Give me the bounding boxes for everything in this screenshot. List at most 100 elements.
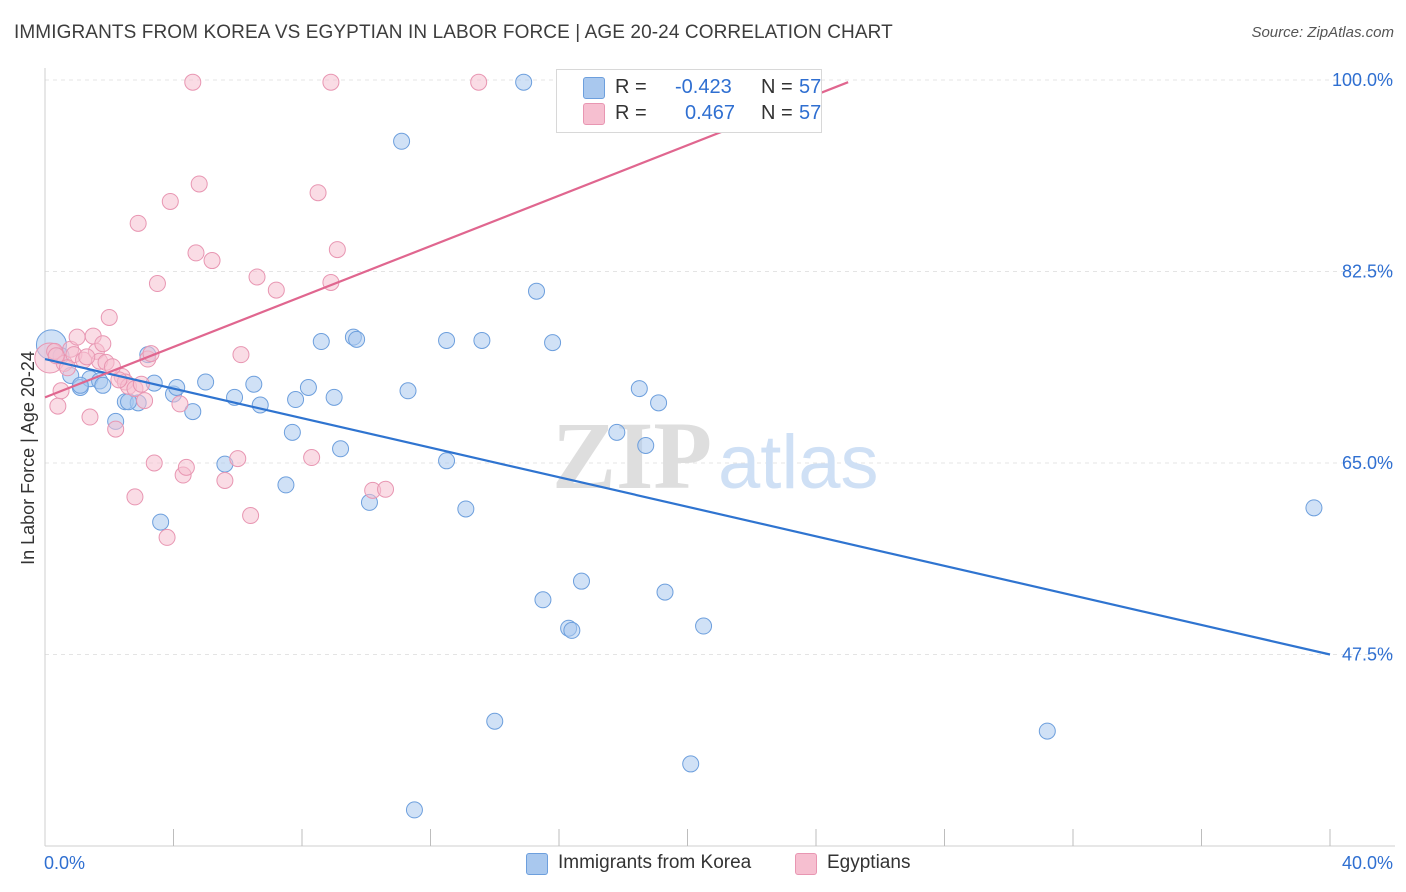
point-korea (572, 572, 590, 590)
point-egyptians (203, 252, 221, 270)
point-egyptians (303, 449, 321, 467)
point-korea (473, 331, 491, 349)
watermark: ZIP atlas (552, 402, 879, 509)
point-egyptians (184, 73, 202, 91)
y-tick-label: 82.5% (1342, 262, 1393, 282)
point-korea (197, 373, 215, 391)
data-points (34, 73, 1323, 819)
point-egyptians (328, 241, 346, 259)
point-egyptians (126, 488, 144, 506)
point-egyptians (242, 507, 260, 525)
legend-n-label: N = (761, 102, 793, 124)
point-korea (405, 801, 423, 819)
point-korea (332, 440, 350, 458)
bottom-legend-label-egyptians: Egyptians (827, 852, 911, 873)
bottom-legend-label-korea: Immigrants from Korea (558, 852, 752, 873)
point-egyptians (267, 281, 285, 299)
point-korea (245, 375, 263, 393)
point-korea (515, 73, 533, 91)
point-egyptians (309, 184, 327, 202)
point-egyptians (78, 348, 96, 366)
point-egyptians (190, 175, 208, 193)
point-egyptians (232, 346, 250, 364)
watermark-zip: ZIP (552, 402, 712, 509)
point-egyptians (68, 328, 86, 346)
correlation-legend: R = -0.423 N = 57 R = 0.467 N = 57 (556, 69, 822, 133)
point-egyptians (248, 268, 266, 286)
trend-line-egyptians (44, 81, 849, 399)
point-korea (287, 391, 305, 409)
chart-title: IMMIGRANTS FROM KOREA VS EGYPTIAN IN LAB… (14, 22, 893, 43)
point-egyptians (470, 73, 488, 91)
point-korea (637, 436, 655, 454)
trend-line-korea (44, 357, 1331, 656)
point-egyptians (148, 275, 166, 293)
point-korea (630, 380, 648, 398)
point-egyptians (94, 335, 112, 353)
point-egyptians (177, 458, 195, 476)
point-egyptians (81, 408, 99, 426)
point-korea (608, 423, 626, 441)
point-korea (438, 331, 456, 349)
point-egyptians (129, 214, 147, 232)
legend-r-label: R = (615, 76, 647, 98)
legend-n-value-korea: 57 (799, 76, 822, 98)
y-tick-label: 65.0% (1342, 453, 1393, 473)
legend-n-label: N = (761, 76, 793, 98)
point-korea (184, 403, 202, 421)
point-egyptians (100, 308, 118, 326)
point-egyptians (187, 244, 205, 262)
legend-swatch-egyptians (583, 103, 605, 125)
point-korea (695, 617, 713, 635)
point-egyptians (136, 392, 154, 410)
x-tick-label: 40.0% (1342, 853, 1393, 873)
point-korea (1305, 499, 1323, 517)
point-korea (283, 423, 301, 441)
bottom-legend-swatch-egyptians (795, 853, 817, 875)
point-korea (152, 513, 170, 531)
point-korea (277, 476, 295, 494)
point-korea (650, 394, 668, 412)
point-korea (348, 330, 366, 348)
point-korea (544, 334, 562, 352)
point-korea (438, 452, 456, 470)
point-korea (486, 712, 504, 730)
point-korea (299, 378, 317, 396)
point-egyptians (171, 395, 189, 413)
y-axis-label: In Labor Force | Age 20-24 (18, 351, 38, 565)
legend-r-label: R = (615, 102, 647, 124)
point-egyptians (132, 375, 150, 393)
point-korea (1038, 722, 1056, 740)
point-egyptians (49, 397, 67, 415)
point-korea (528, 282, 546, 300)
point-egyptians (161, 192, 179, 210)
y-tick-label: 100.0% (1332, 70, 1393, 90)
tick-labels: 47.5% 65.0% 82.5% 100.0% 0.0% 40.0% (44, 70, 1393, 873)
legend-n-value-egyptians: 57 (799, 102, 822, 124)
point-korea (94, 376, 112, 394)
point-egyptians (158, 528, 176, 546)
point-korea (457, 500, 475, 518)
source-credit: Source: ZipAtlas.com (1251, 24, 1394, 41)
grid-lines (45, 79, 1395, 655)
point-korea (393, 132, 411, 150)
watermark-atlas: atlas (718, 420, 879, 505)
point-egyptians (145, 454, 163, 472)
legend-swatch-korea (583, 77, 605, 99)
legend-r-value-egyptians: 0.467 (685, 102, 736, 124)
point-korea (325, 388, 343, 406)
point-egyptians (216, 472, 234, 490)
point-korea (563, 621, 581, 639)
point-egyptians (322, 73, 340, 91)
y-tick-label: 47.5% (1342, 645, 1393, 665)
point-egyptians (377, 480, 395, 498)
trend-lines (44, 81, 1331, 656)
bottom-legend-swatch-korea (526, 853, 548, 875)
x-tick-label: 0.0% (44, 853, 85, 873)
point-korea (656, 583, 674, 601)
point-egyptians (229, 450, 247, 468)
point-korea (534, 591, 552, 609)
axes (44, 68, 1395, 847)
point-korea (312, 333, 330, 351)
